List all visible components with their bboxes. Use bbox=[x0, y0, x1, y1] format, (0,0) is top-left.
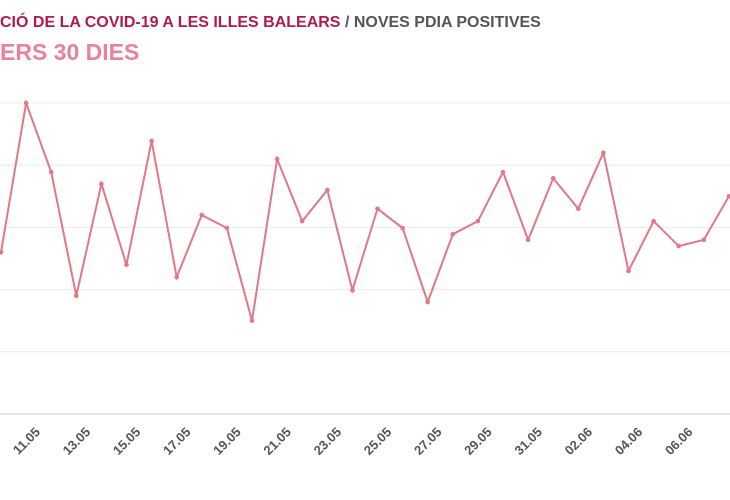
x-tick-label: 06.06 bbox=[662, 424, 696, 458]
point bbox=[23, 100, 29, 106]
x-tick-label: 21.05 bbox=[260, 424, 294, 458]
point bbox=[249, 318, 255, 324]
point bbox=[475, 218, 481, 224]
point bbox=[576, 206, 581, 212]
point bbox=[601, 150, 606, 156]
x-tick-label: 31.05 bbox=[511, 424, 545, 458]
chart-subtitle: ERS 30 DIES bbox=[0, 39, 139, 65]
x-tick-label: 04.06 bbox=[612, 424, 646, 458]
point bbox=[274, 156, 280, 162]
x-tick-label: 19.05 bbox=[210, 424, 244, 458]
point bbox=[651, 218, 656, 224]
point bbox=[199, 212, 205, 218]
point bbox=[726, 194, 730, 199]
point bbox=[525, 237, 531, 243]
point bbox=[224, 225, 230, 231]
point bbox=[299, 218, 305, 224]
point bbox=[149, 138, 154, 144]
x-tick-label: 23.05 bbox=[311, 424, 345, 458]
x-tick-label: 11.05 bbox=[10, 424, 43, 457]
point bbox=[425, 299, 431, 305]
point bbox=[500, 169, 506, 175]
chart-title-suffix: / NOVES PDIA POSITIVES bbox=[345, 14, 541, 31]
point bbox=[99, 181, 104, 187]
line bbox=[0, 99, 730, 321]
chart-title: CIÓ DE LA COVID-19 A LES ILLES BALEARS /… bbox=[0, 12, 541, 31]
point bbox=[375, 206, 380, 212]
point bbox=[0, 249, 4, 255]
x-tick-label: 02.06 bbox=[562, 424, 596, 458]
point bbox=[400, 225, 405, 231]
point bbox=[124, 262, 129, 268]
x-tick-label: 13.05 bbox=[60, 424, 94, 458]
chart-title-main: CIÓ DE LA COVID-19 A LES ILLES BALEARS bbox=[0, 12, 341, 31]
x-tick-label: 29.05 bbox=[461, 424, 495, 458]
x-tick-label: 25.05 bbox=[361, 424, 395, 458]
point bbox=[450, 231, 456, 237]
point bbox=[550, 175, 556, 181]
point bbox=[626, 268, 631, 274]
point bbox=[325, 187, 330, 193]
point bbox=[48, 169, 54, 175]
x-tick-label: 17.05 bbox=[160, 424, 194, 458]
point bbox=[174, 274, 179, 280]
point bbox=[350, 287, 355, 293]
point bbox=[74, 293, 79, 299]
point bbox=[676, 243, 681, 249]
point bbox=[701, 237, 707, 243]
x-tick-label: 27.05 bbox=[411, 424, 445, 458]
x-tick-label: 15.05 bbox=[110, 424, 144, 458]
